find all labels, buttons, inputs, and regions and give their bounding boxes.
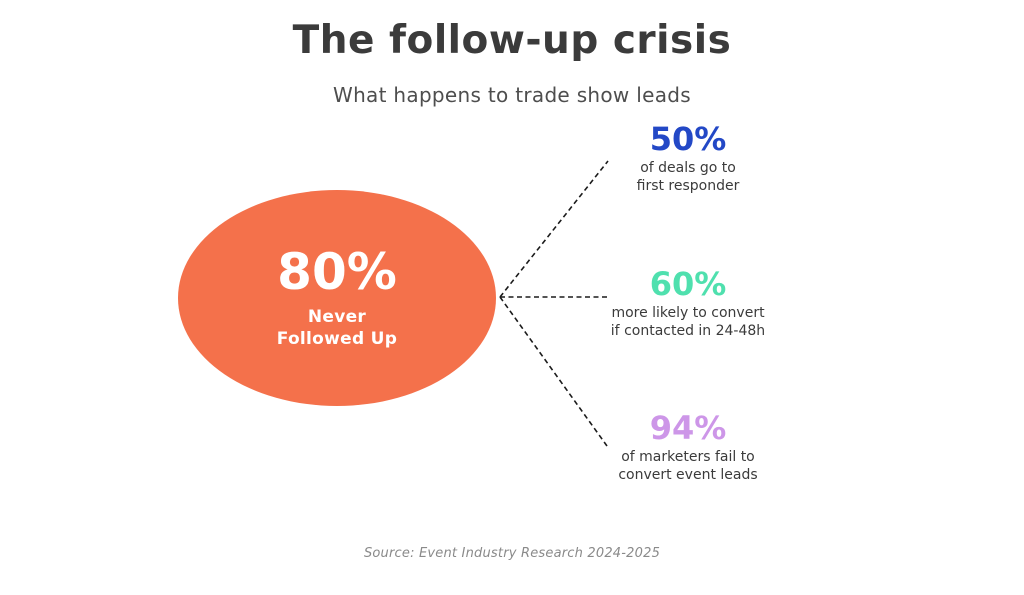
stat-branch-first-responder: 50% of deals go to first responder (573, 120, 803, 195)
page-subtitle: What happens to trade show leads (333, 83, 691, 107)
branch-description-line2: convert event leads (618, 466, 758, 483)
main-stat-value: 80% (277, 243, 397, 302)
branch-value: 60% (649, 265, 727, 303)
main-stat-label: Never Followed Up (277, 306, 398, 350)
stat-branch-convert-24-48h: 60% more likely to convert if contacted … (573, 265, 803, 340)
stat-branch-marketers-fail: 94% of marketers fail to convert event l… (573, 409, 803, 484)
branch-description-line1: of marketers fail to (621, 449, 755, 466)
branch-description: of deals go to first responder (573, 160, 803, 195)
branch-description-line2: if contacted in 24-48h (610, 322, 766, 339)
branch-value: 50% (649, 120, 727, 158)
branch-description-line1: of deals go to (640, 160, 736, 177)
branch-description-line2: first responder (636, 177, 740, 194)
branch-description: of marketers fail to convert event leads (573, 449, 803, 484)
main-stat-bubble: 80% Never Followed Up (178, 190, 496, 406)
branch-description-line1: more likely to convert (611, 305, 765, 322)
branch-value: 94% (649, 409, 727, 447)
source-attribution: Source: Event Industry Research 2024-202… (363, 546, 661, 561)
main-stat-label-line1: Never (307, 306, 367, 327)
page-title: The follow-up crisis (292, 18, 732, 63)
branch-description: more likely to convert if contacted in 2… (573, 305, 803, 340)
main-stat-label-line2: Followed Up (276, 328, 398, 349)
